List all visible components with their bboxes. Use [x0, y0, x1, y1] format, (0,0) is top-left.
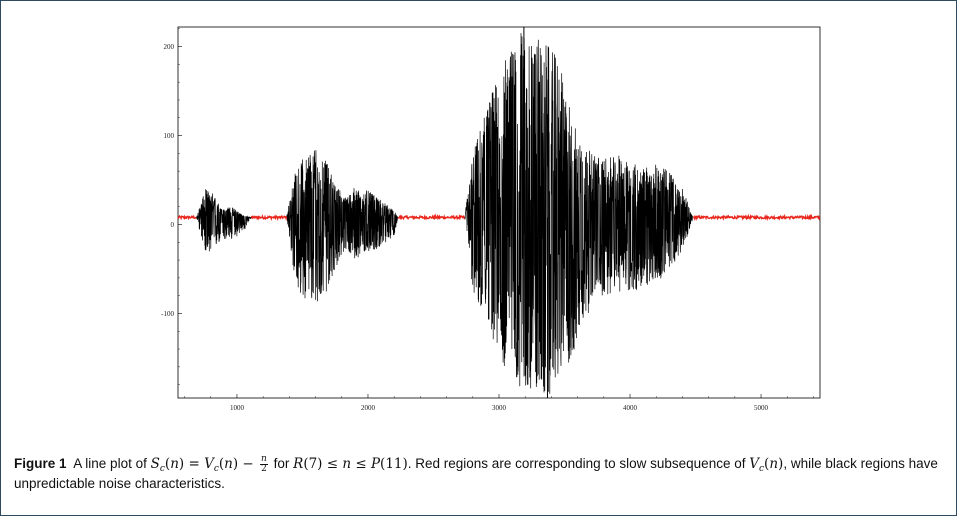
y-tick-label: 200 — [164, 43, 175, 51]
red-series-line — [692, 213, 821, 222]
x-tick-label: 1000 — [230, 404, 245, 412]
x-tick-label: 4000 — [623, 404, 638, 412]
y-axis: -100 0 100 200 — [161, 28, 182, 385]
y-tick-label: -100 — [161, 310, 174, 318]
black-series-line — [286, 150, 399, 302]
caption-text-3: . Red regions are corresponding to slow … — [407, 456, 746, 471]
black-series-line — [464, 33, 694, 394]
red-series-line — [177, 214, 197, 221]
caption-range: R(7) ≤ n ≤ P(11) — [293, 456, 408, 472]
x-tick-label: 2000 — [361, 404, 376, 412]
caption-vc: Vc(n) — [749, 456, 784, 474]
x-tick-label: 5000 — [754, 404, 769, 412]
caption-text-4: , while black regions have unpredictable… — [14, 456, 938, 491]
y-tick-label: 100 — [164, 132, 175, 140]
x-axis: 1000 2000 3000 4000 5000 — [184, 394, 814, 412]
figure-caption: Figure 1 A line plot of Sc(n) = Vc(n) − … — [14, 454, 944, 494]
caption-text-2: for — [273, 456, 290, 471]
x-tick-label: 3000 — [492, 404, 507, 412]
red-series-line — [397, 213, 466, 221]
caption-text-1: A line plot of — [73, 456, 147, 471]
line-plot: -100 0 100 200 1000 2000 3000 4000 5000 — [161, 26, 821, 412]
caption-figure-label: Figure 1 — [14, 456, 67, 471]
red-series-line — [250, 214, 288, 222]
series-layer — [177, 27, 821, 398]
y-tick-label: 0 — [171, 221, 175, 229]
black-series-line — [196, 189, 252, 252]
